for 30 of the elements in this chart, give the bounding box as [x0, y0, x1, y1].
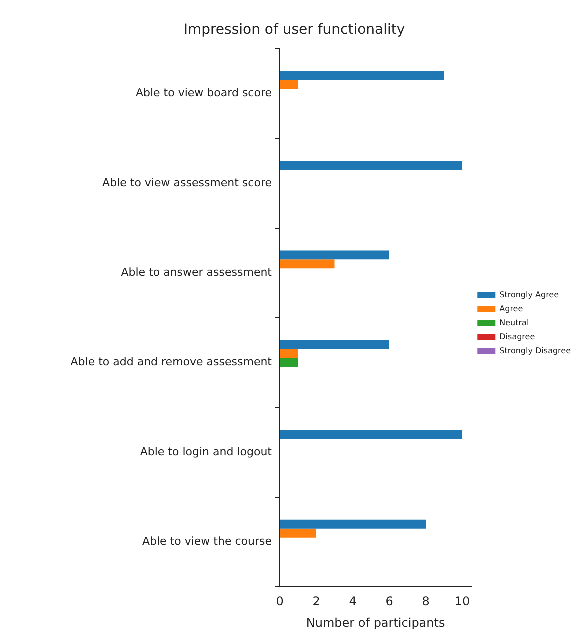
legend-label: Strongly Disagree [500, 346, 572, 356]
bar [280, 160, 463, 170]
bar [280, 340, 390, 350]
y-tick-label: Able to view the course [142, 535, 272, 548]
x-axis-title: Number of participants [306, 616, 446, 630]
legend-label: Neutral [500, 318, 530, 328]
y-tick-label: Able to answer assessment [121, 266, 273, 279]
bar [280, 430, 463, 440]
x-tick-label: 10 [454, 594, 470, 609]
bar [280, 520, 426, 529]
bar [280, 358, 298, 368]
bar [280, 349, 298, 358]
y-tick-label: Able to view board score [136, 86, 272, 100]
bar [280, 528, 317, 538]
legend-label: Strongly Agree [500, 290, 560, 300]
bar [280, 80, 298, 90]
y-tick-label: Able to login and logout [140, 445, 273, 458]
x-tick-label: 8 [422, 594, 430, 609]
bar [280, 260, 335, 269]
x-tick-label: 6 [386, 594, 394, 609]
bar [280, 250, 390, 260]
chart-title: Impression of user functionality [184, 22, 406, 38]
legend-label: Agree [500, 304, 524, 314]
x-tick-label: 2 [312, 594, 320, 609]
bar [280, 71, 444, 80]
x-tick-label: 4 [349, 594, 357, 609]
legend-label: Disagree [500, 332, 536, 342]
x-tick-label: 0 [276, 594, 284, 609]
y-tick-label: Able to view assessment score [102, 176, 272, 190]
y-tick-label: Able to add and remove assessment [70, 356, 273, 369]
